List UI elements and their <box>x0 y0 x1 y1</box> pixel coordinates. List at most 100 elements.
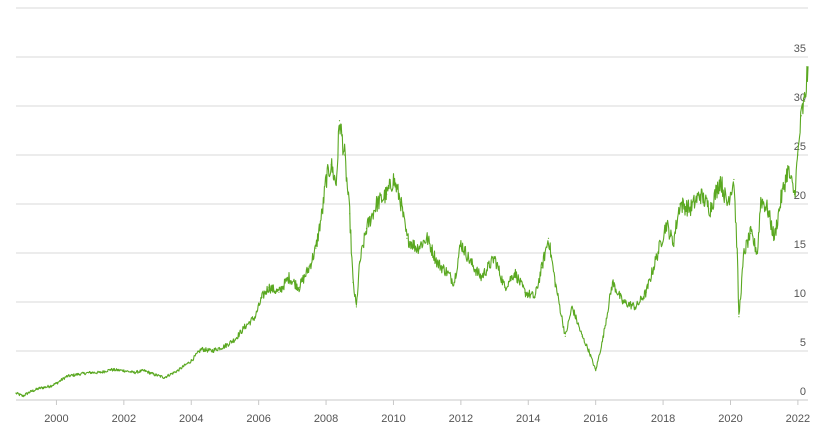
data-point <box>308 267 310 269</box>
data-point <box>571 306 573 308</box>
data-point <box>534 296 536 298</box>
data-point <box>335 183 337 185</box>
data-point <box>554 281 556 283</box>
data-point <box>780 198 782 200</box>
data-point <box>665 223 668 225</box>
data-point <box>76 373 78 376</box>
data-point <box>635 306 637 308</box>
data-point <box>547 237 550 239</box>
data-point <box>355 306 357 308</box>
data-point <box>601 340 604 342</box>
data-point <box>460 242 462 244</box>
x-tick-label: 2016 <box>583 413 607 425</box>
x-tick-label: 2006 <box>246 413 270 425</box>
data-point <box>760 198 762 200</box>
data-point <box>541 267 543 269</box>
data-point <box>645 291 647 293</box>
data-point <box>800 115 802 117</box>
data-point <box>278 291 280 293</box>
data-point <box>177 370 179 372</box>
data-point <box>315 247 317 249</box>
data-point <box>453 281 455 283</box>
data-point <box>588 350 590 352</box>
data-point <box>767 208 769 210</box>
data-point <box>797 154 799 156</box>
data-point <box>123 370 125 372</box>
data-point <box>514 272 516 274</box>
data-point <box>39 387 41 389</box>
data-point <box>773 237 775 239</box>
x-tick-label: 2004 <box>179 413 203 425</box>
data-point <box>406 237 408 239</box>
data-point <box>392 178 395 181</box>
data-point <box>750 232 752 234</box>
x-tick-label: 2022 <box>786 413 810 425</box>
data-point <box>224 345 226 347</box>
data-point <box>49 385 51 387</box>
data-point <box>298 286 300 288</box>
x-tick-label: 2020 <box>718 413 742 425</box>
data-point <box>322 208 324 210</box>
data-point <box>288 276 290 279</box>
data-point <box>190 360 192 362</box>
data-point <box>719 178 722 181</box>
data-point <box>733 178 735 181</box>
data-point <box>709 208 711 210</box>
data-point <box>338 120 341 122</box>
x-tick-label: 2002 <box>112 413 136 425</box>
x-tick-label: 2012 <box>449 413 473 425</box>
y-tick-label: 15 <box>794 239 806 251</box>
y-tick-label: 5 <box>800 337 806 349</box>
data-point <box>133 372 135 374</box>
data-point <box>99 372 101 374</box>
data-point <box>611 281 614 283</box>
data-point <box>66 375 68 378</box>
data-point <box>689 208 691 210</box>
data-point <box>349 213 351 215</box>
series-group <box>15 66 809 398</box>
y-tick-label: 0 <box>800 386 806 398</box>
data-point <box>254 316 256 318</box>
data-point <box>672 242 674 244</box>
data-point <box>426 237 428 239</box>
data-point <box>416 247 418 249</box>
x-tick-label: 2018 <box>651 413 675 425</box>
data-point <box>89 372 91 374</box>
data-point <box>22 395 24 397</box>
x-axis: 2000 2002 2004 2006 2008 2010 2012 2014 2016 2018… <box>44 400 810 425</box>
data-point <box>153 373 155 376</box>
series-line <box>15 66 809 398</box>
data-point <box>480 276 482 279</box>
data-point <box>143 370 145 372</box>
data-point <box>325 178 327 181</box>
data-point <box>28 391 31 393</box>
data-point <box>399 198 401 200</box>
data-point <box>756 252 759 254</box>
data-point <box>622 301 624 303</box>
y-tick-label: 10 <box>794 288 806 300</box>
data-point <box>807 66 809 68</box>
data-point <box>330 164 332 166</box>
data-point <box>244 325 246 328</box>
data-point <box>446 272 448 274</box>
data-point <box>200 348 202 350</box>
data-point <box>726 203 728 205</box>
data-point <box>787 169 789 171</box>
data-point <box>55 382 58 384</box>
x-tick-label: 2014 <box>516 413 540 425</box>
data-point <box>504 286 506 288</box>
data-point <box>581 335 583 337</box>
y-tick-label: 35 <box>794 43 806 55</box>
data-point <box>15 392 17 394</box>
data-point <box>595 370 597 372</box>
data-point <box>365 227 368 230</box>
data-point <box>793 193 796 195</box>
data-point <box>436 262 438 264</box>
data-point <box>268 286 270 288</box>
data-point <box>804 100 806 102</box>
data-point <box>352 281 354 283</box>
data-point <box>359 262 361 264</box>
x-tick-label: 2010 <box>381 413 405 425</box>
